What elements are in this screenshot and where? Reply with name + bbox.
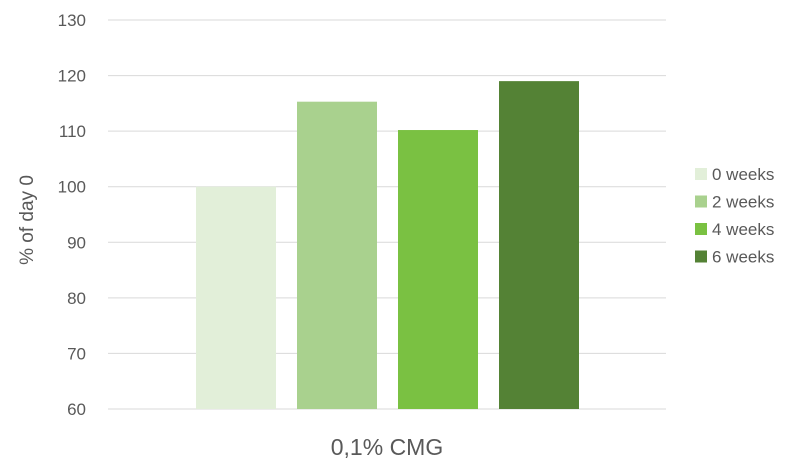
y-tick-label: 70	[67, 344, 86, 363]
y-tick-label: 120	[58, 67, 86, 86]
bar-2-weeks	[297, 101, 377, 409]
legend-label: 0 weeks	[712, 165, 774, 184]
legend-swatch	[695, 168, 707, 180]
y-axis-tick-labels: 60 70 80 90 100 110 120 130	[58, 11, 86, 419]
y-tick-label: 90	[67, 233, 86, 252]
y-tick-label: 80	[67, 289, 86, 308]
category-label: 0,1% CMG	[331, 434, 443, 460]
y-axis-title: % of day 0	[17, 175, 38, 265]
y-tick-label: 60	[67, 400, 86, 419]
legend-swatch	[695, 195, 707, 208]
legend-swatch	[695, 223, 707, 235]
legend-label: 4 weeks	[712, 220, 774, 239]
legend-label: 2 weeks	[712, 193, 774, 212]
y-tick-label: 110	[59, 122, 86, 141]
legend: 0 weeks 2 weeks 4 weeks 6 weeks	[695, 165, 774, 267]
bars	[196, 81, 579, 409]
y-tick-label: 100	[58, 178, 86, 197]
legend-label: 6 weeks	[712, 248, 774, 267]
y-tick-label: 130	[58, 11, 86, 30]
gridlines	[108, 19, 666, 410]
bar-6-weeks	[499, 81, 579, 409]
bar-0-weeks	[196, 186, 276, 409]
legend-swatch	[695, 250, 707, 263]
bar-4-weeks	[398, 130, 478, 409]
